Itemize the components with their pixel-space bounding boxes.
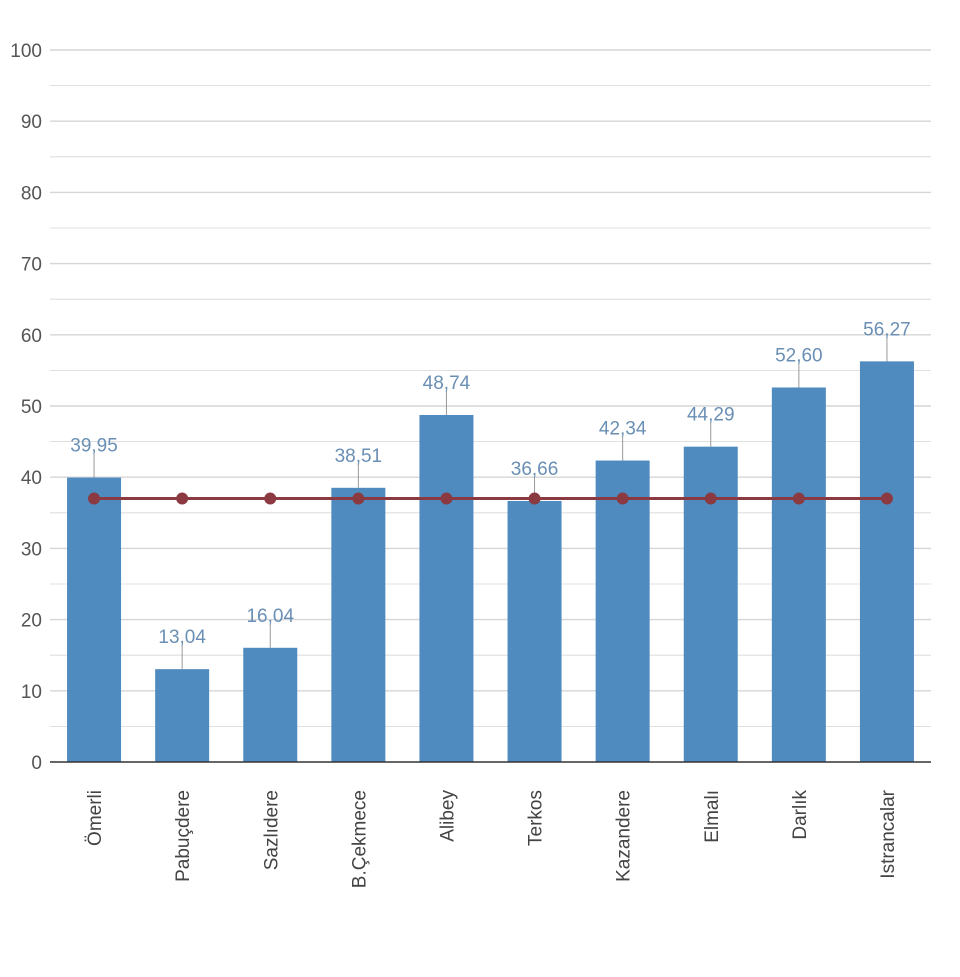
y-tick-label: 60 <box>21 326 42 347</box>
x-tick-label: B.Çekmece <box>349 790 370 888</box>
reference-point <box>704 492 717 505</box>
y-tick-label: 90 <box>21 112 42 133</box>
x-tick-label: Istrancalar <box>878 789 899 878</box>
y-tick-label: 50 <box>21 397 42 418</box>
reference-point <box>88 492 101 505</box>
x-tick-label: Ömerli <box>85 790 106 846</box>
x-tick-label: Sazlıdere <box>261 790 282 870</box>
bar <box>419 414 474 762</box>
x-tick-label: Elmalı <box>702 790 723 843</box>
bar <box>859 361 914 762</box>
x-tick-label: Pabuçdere <box>173 790 194 882</box>
x-axis-ticks: Ömerli Pabuçdere Sazlıdere B.Çekmece Alibey T… <box>85 789 899 888</box>
y-tick-label: 40 <box>21 468 42 489</box>
bar <box>331 487 386 762</box>
x-tick-label: Alibey <box>437 790 458 842</box>
data-label: 39,95 <box>70 436 118 457</box>
y-tick-label: 0 <box>31 753 42 774</box>
bars <box>67 361 914 762</box>
y-tick-label: 100 <box>10 41 42 62</box>
x-tick-label: Darlık <box>790 790 811 840</box>
grid-lines <box>50 49 931 727</box>
y-tick-label: 30 <box>21 539 42 560</box>
data-label: 13,04 <box>158 627 206 648</box>
bar <box>507 500 562 762</box>
bar <box>595 460 650 762</box>
reference-line-series <box>88 492 893 505</box>
reference-point <box>528 492 541 505</box>
data-labels: 39,95 13,04 16,04 38,51 48,74 36,66 42,34 44,29… <box>70 319 910 648</box>
bar <box>771 387 826 762</box>
bar <box>243 647 298 762</box>
y-tick-label: 10 <box>21 682 42 703</box>
x-tick-label: Terkos <box>526 790 547 846</box>
data-label: 56,27 <box>863 319 911 340</box>
reference-point <box>792 492 805 505</box>
reference-point <box>176 492 189 505</box>
y-tick-label: 70 <box>21 255 42 276</box>
y-tick-label: 20 <box>21 611 42 632</box>
reference-point <box>440 492 453 505</box>
reference-point <box>880 492 893 505</box>
data-label: 38,51 <box>335 446 383 467</box>
bar <box>67 477 122 762</box>
data-label: 52,60 <box>775 345 823 366</box>
data-label: 42,34 <box>599 419 647 440</box>
data-label: 48,74 <box>423 373 471 394</box>
bar <box>155 669 210 762</box>
y-axis-ticks: 0 10 20 30 40 50 60 70 80 90 100 <box>10 41 42 774</box>
y-tick-label: 80 <box>21 183 42 204</box>
reference-point <box>264 492 277 505</box>
reference-point <box>352 492 365 505</box>
x-tick-label: Kazandere <box>614 790 635 882</box>
data-label: 44,29 <box>687 405 735 426</box>
data-label: 36,66 <box>511 459 559 480</box>
data-label: 16,04 <box>246 606 294 627</box>
reference-point <box>616 492 629 505</box>
